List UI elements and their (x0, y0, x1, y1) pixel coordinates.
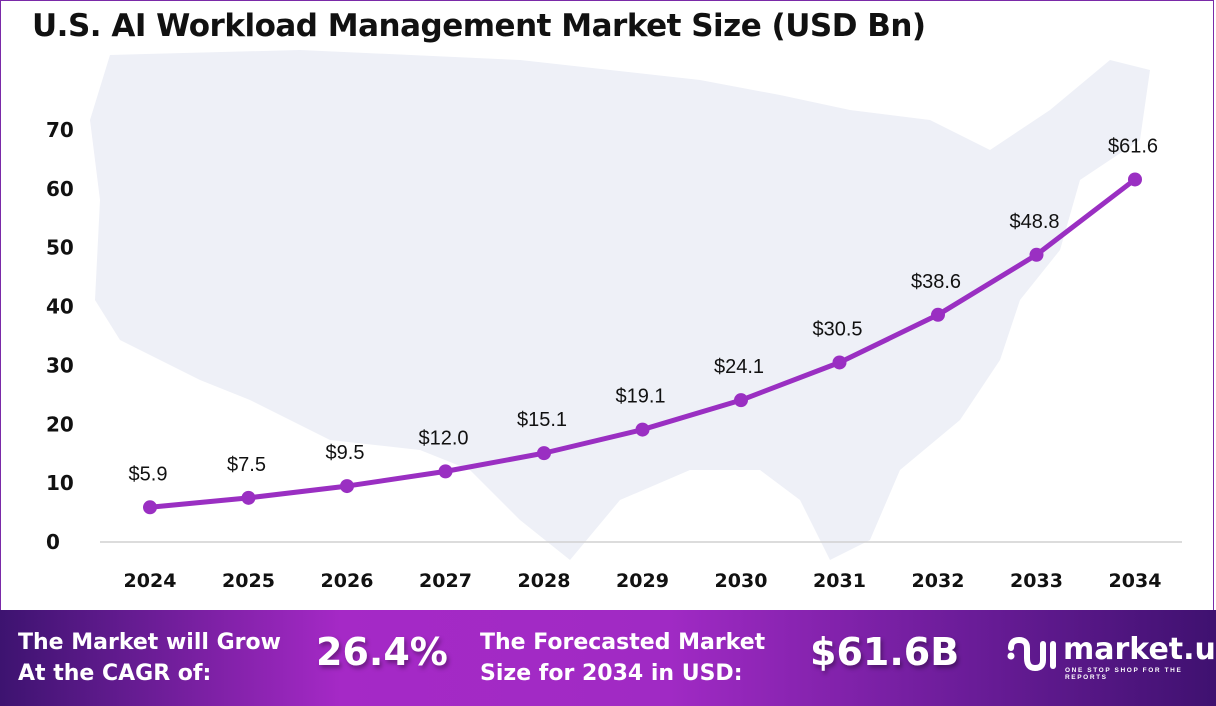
data-label: $9.5 (326, 442, 365, 464)
brand-name: market.us (1063, 632, 1216, 667)
market-us-logo-icon (1007, 636, 1056, 672)
x-tick-label: 2030 (715, 570, 768, 592)
footer-banner: The Market will Grow At the CAGR of: 26.… (0, 610, 1216, 706)
cagr-label-line2: At the CAGR of: (18, 661, 212, 686)
cagr-label-line1: The Market will Grow (18, 630, 281, 655)
x-tick-label: 2029 (616, 570, 669, 592)
y-tick-label: 10 (46, 471, 74, 495)
y-tick-label: 0 (46, 530, 60, 554)
data-point (241, 490, 256, 505)
x-tick-label: 2031 (813, 570, 866, 592)
data-label: $30.5 (812, 318, 862, 340)
data-label: $48.8 (1009, 211, 1059, 233)
y-tick-label: 70 (46, 118, 74, 142)
x-tick-label: 2028 (518, 570, 571, 592)
data-label: $38.6 (911, 271, 961, 293)
y-tick-label: 30 (46, 353, 74, 377)
data-point (143, 500, 157, 515)
y-tick-label: 60 (46, 177, 74, 201)
data-point (832, 355, 847, 370)
x-tick-label: 2026 (321, 570, 374, 592)
chart-title: U.S. AI Workload Management Market Size … (32, 8, 926, 44)
y-tick-label: 50 (46, 236, 74, 260)
chart-frame (0, 0, 1214, 610)
data-point (1029, 247, 1044, 262)
x-tick-label: 2033 (1010, 570, 1063, 592)
data-label: $12.0 (418, 427, 468, 449)
data-point (537, 446, 551, 461)
cagr-value: 26.4% (316, 630, 448, 674)
forecast-label: The Forecasted Market Size for 2034 in U… (480, 627, 765, 689)
data-point (931, 307, 945, 322)
forecast-label-line2: Size for 2034 in USD: (480, 661, 743, 686)
cagr-label: The Market will Grow At the CAGR of: (18, 627, 281, 689)
y-tick-label: 20 (46, 412, 74, 436)
data-point (340, 479, 354, 494)
data-point (1128, 172, 1142, 187)
data-label: $24.1 (714, 356, 764, 378)
data-label: $19.1 (615, 386, 665, 408)
brand-tagline: ONE STOP SHOP FOR THE REPORTS (1065, 667, 1183, 681)
forecast-value: $61.6B (810, 630, 960, 674)
data-label: $61.6 (1108, 135, 1158, 157)
forecast-label-line1: The Forecasted Market (480, 630, 766, 655)
x-tick-label: 2034 (1109, 570, 1162, 592)
y-tick-label: 40 (46, 295, 74, 319)
x-tick-label: 2027 (419, 570, 472, 592)
data-label: $15.1 (517, 409, 567, 431)
us-map-background (90, 50, 1150, 560)
data-label: $5.9 (129, 463, 168, 485)
x-tick-label: 2025 (222, 570, 275, 592)
data-point (635, 422, 650, 437)
data-point (438, 464, 453, 479)
data-point (734, 393, 748, 408)
x-tick-label: 2032 (912, 570, 965, 592)
data-label: $7.5 (227, 454, 266, 476)
x-tick-label: 2024 (124, 570, 177, 592)
